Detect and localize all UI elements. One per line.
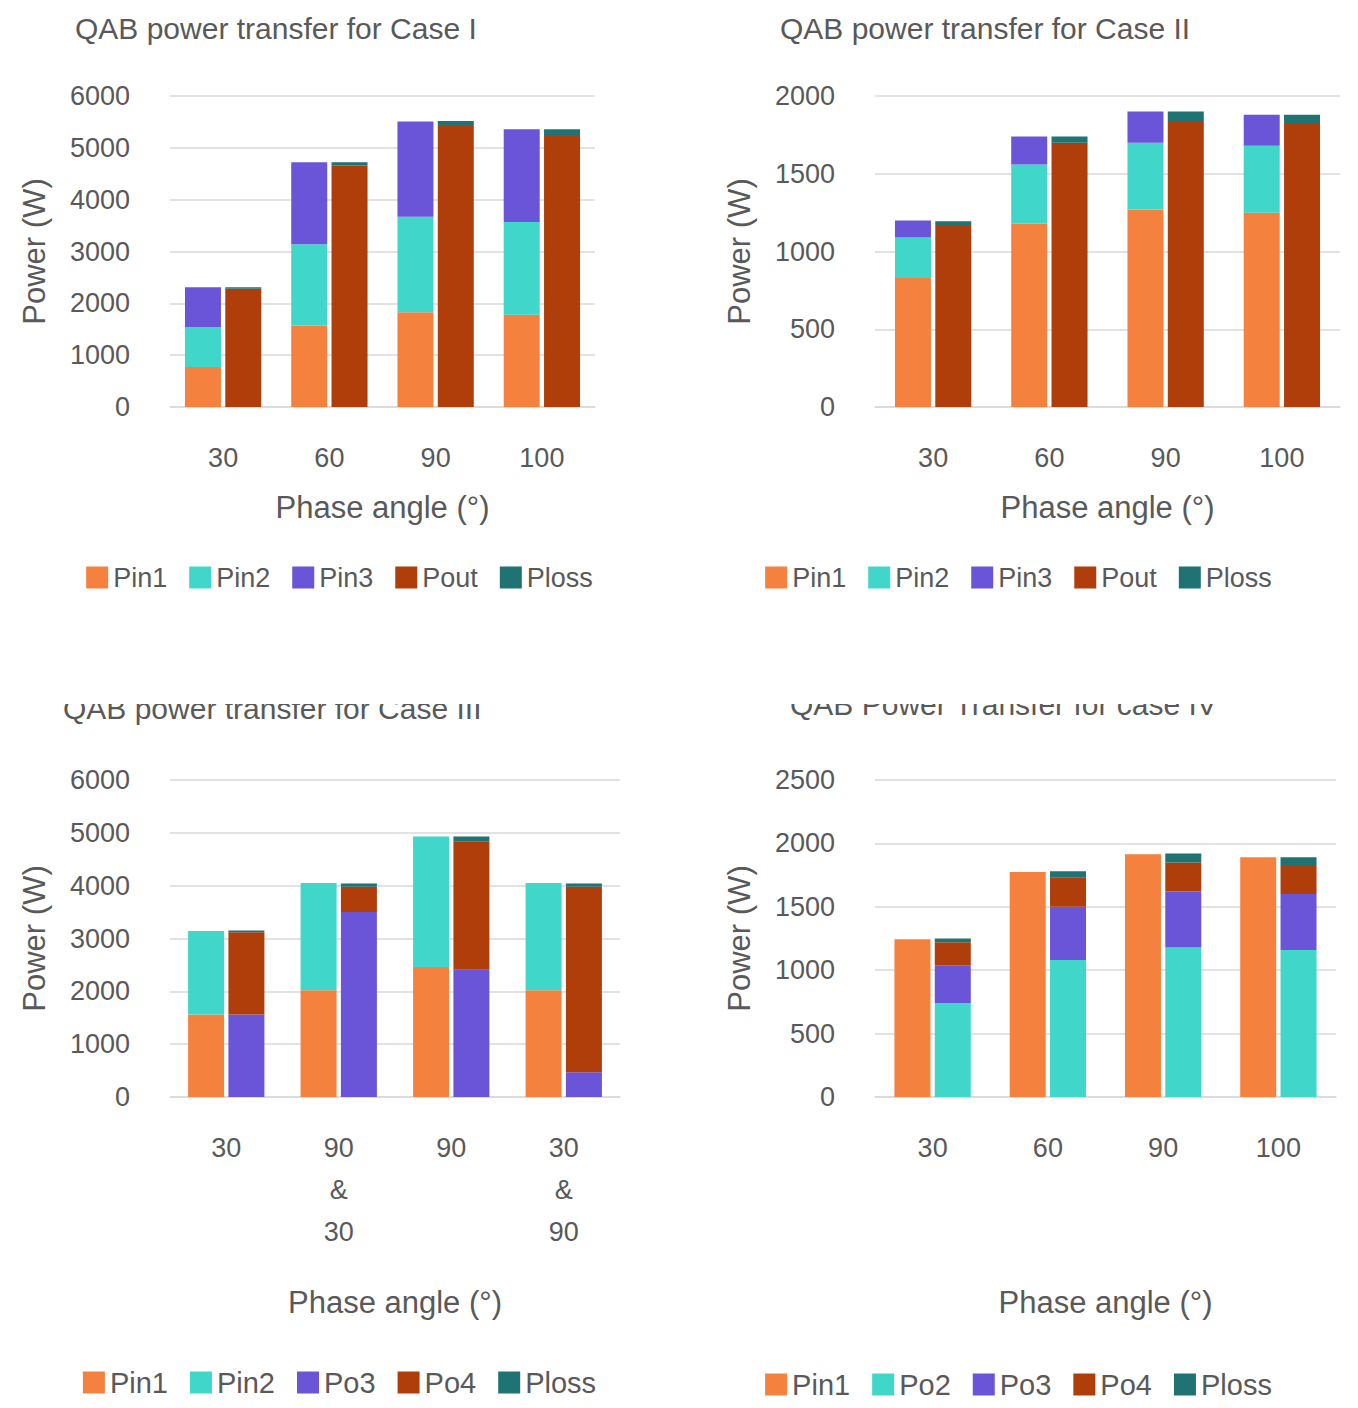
svg-text:2000: 2000 <box>775 828 835 858</box>
svg-text:0: 0 <box>820 392 835 422</box>
svg-text:30: 30 <box>211 1133 241 1163</box>
svg-text:6000: 6000 <box>70 81 130 111</box>
svg-text:Pin1: Pin1 <box>110 1367 168 1399</box>
svg-text:Po4: Po4 <box>1100 1369 1152 1401</box>
svg-text:1000: 1000 <box>775 237 835 267</box>
svg-text:1000: 1000 <box>70 340 130 370</box>
svg-text:Po4: Po4 <box>425 1367 477 1399</box>
svg-text:4000: 4000 <box>70 185 130 215</box>
svg-text:2000: 2000 <box>70 976 130 1006</box>
svg-text:QAB Power Transfer for case IV: QAB Power Transfer for case IV <box>790 704 1217 721</box>
svg-text:Power (W): Power (W) <box>17 865 52 1011</box>
svg-text:&: & <box>330 1175 348 1205</box>
svg-text:&: & <box>555 1175 573 1205</box>
svg-text:Power (W): Power (W) <box>722 178 757 324</box>
svg-text:2500: 2500 <box>775 765 835 795</box>
svg-text:Pin2: Pin2 <box>216 563 270 593</box>
svg-text:500: 500 <box>790 1019 835 1049</box>
svg-text:100: 100 <box>1256 1133 1301 1163</box>
svg-text:500: 500 <box>790 314 835 344</box>
svg-text:100: 100 <box>519 443 564 473</box>
svg-text:90: 90 <box>421 443 451 473</box>
svg-text:Po3: Po3 <box>324 1367 376 1399</box>
svg-text:Pin1: Pin1 <box>113 563 167 593</box>
svg-text:90: 90 <box>549 1217 579 1247</box>
svg-text:1000: 1000 <box>70 1029 130 1059</box>
svg-text:Power (W): Power (W) <box>722 865 757 1011</box>
svg-text:90: 90 <box>324 1133 354 1163</box>
svg-text:Ploss: Ploss <box>527 563 593 593</box>
svg-text:60: 60 <box>314 443 344 473</box>
svg-text:QAB power transfer for Case II: QAB power transfer for Case II <box>780 12 1190 45</box>
svg-text:30: 30 <box>549 1133 579 1163</box>
svg-text:Po3: Po3 <box>1000 1369 1052 1401</box>
svg-text:1500: 1500 <box>775 892 835 922</box>
svg-text:Pin2: Pin2 <box>895 563 949 593</box>
svg-text:90: 90 <box>1148 1133 1178 1163</box>
svg-text:Pout: Pout <box>1101 563 1157 593</box>
svg-text:Phase angle (°): Phase angle (°) <box>275 490 489 525</box>
svg-text:Phase angle (°): Phase angle (°) <box>998 1285 1212 1320</box>
svg-text:Pin1: Pin1 <box>792 1369 850 1401</box>
svg-text:2000: 2000 <box>775 81 835 111</box>
svg-text:Phase angle (°): Phase angle (°) <box>1000 490 1214 525</box>
svg-text:6000: 6000 <box>70 765 130 795</box>
svg-text:0: 0 <box>115 1082 130 1112</box>
svg-text:60: 60 <box>1033 1133 1063 1163</box>
svg-text:Power (W): Power (W) <box>17 178 52 324</box>
svg-text:QAB power transfer for Case II: QAB power transfer for Case III <box>63 704 482 725</box>
svg-text:Pout: Pout <box>422 563 478 593</box>
svg-text:5000: 5000 <box>70 818 130 848</box>
svg-text:0: 0 <box>115 392 130 422</box>
svg-text:90: 90 <box>1151 443 1181 473</box>
svg-text:0: 0 <box>820 1082 835 1112</box>
svg-text:2000: 2000 <box>70 288 130 318</box>
svg-text:Pin3: Pin3 <box>319 563 373 593</box>
svg-text:100: 100 <box>1259 443 1304 473</box>
svg-text:Phase angle (°): Phase angle (°) <box>288 1285 502 1320</box>
svg-text:3000: 3000 <box>70 924 130 954</box>
svg-text:Ploss: Ploss <box>525 1367 596 1399</box>
svg-text:Po2: Po2 <box>899 1369 951 1401</box>
svg-text:60: 60 <box>1034 443 1064 473</box>
svg-text:30: 30 <box>208 443 238 473</box>
svg-text:5000: 5000 <box>70 133 130 163</box>
svg-text:Ploss: Ploss <box>1206 563 1272 593</box>
svg-text:30: 30 <box>324 1217 354 1247</box>
svg-text:1000: 1000 <box>775 955 835 985</box>
svg-text:90: 90 <box>436 1133 466 1163</box>
svg-text:3000: 3000 <box>70 237 130 267</box>
svg-text:Pin2: Pin2 <box>217 1367 275 1399</box>
svg-text:1500: 1500 <box>775 159 835 189</box>
svg-text:QAB power transfer for Case I: QAB power transfer for Case I <box>75 12 477 45</box>
svg-text:Pin3: Pin3 <box>998 563 1052 593</box>
svg-text:30: 30 <box>918 443 948 473</box>
svg-text:Ploss: Ploss <box>1201 1369 1272 1401</box>
svg-text:Pin1: Pin1 <box>792 563 846 593</box>
svg-text:4000: 4000 <box>70 871 130 901</box>
svg-text:30: 30 <box>918 1133 948 1163</box>
